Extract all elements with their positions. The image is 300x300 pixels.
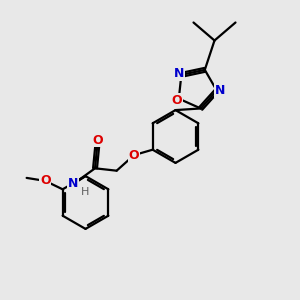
Text: N: N — [214, 84, 225, 97]
Text: O: O — [129, 148, 139, 162]
Text: H: H — [81, 187, 90, 197]
Text: O: O — [40, 174, 50, 188]
Text: N: N — [68, 177, 79, 190]
Text: O: O — [92, 134, 103, 147]
Text: N: N — [174, 67, 184, 80]
Text: O: O — [171, 94, 182, 107]
